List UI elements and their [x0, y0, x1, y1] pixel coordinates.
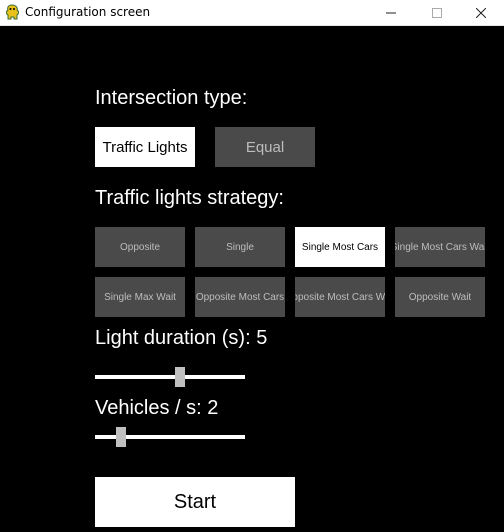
strategy-option-single-max-wait[interactable]: Single Max Wait [95, 277, 185, 317]
intersection-option-equal[interactable]: Equal [215, 127, 315, 167]
slider-track [95, 435, 245, 439]
minimize-button[interactable] [368, 0, 414, 26]
intersection-option-traffic-lights[interactable]: Traffic Lights [95, 127, 195, 167]
strategy-option-opposite-most-cars-wait[interactable]: Opposite Most Cars Wait [295, 277, 385, 317]
strategy-option-single-most-cars[interactable]: Single Most Cars [295, 227, 385, 267]
strategy-option-single-most-cars-wait[interactable]: Single Most Cars Wait [395, 227, 485, 267]
close-button[interactable] [458, 0, 504, 26]
maximize-button[interactable] [414, 0, 460, 26]
close-icon [476, 8, 486, 18]
vehicles-per-second-label: Vehicles / s: 2 [95, 397, 219, 419]
maximize-icon [432, 8, 442, 18]
minimize-icon [386, 12, 396, 14]
intersection-type-label: Intersection type: [95, 87, 248, 109]
vehicles-per-second-slider[interactable] [95, 427, 245, 447]
start-button[interactable]: Start [95, 477, 295, 527]
strategy-option-opposite[interactable]: Opposite [95, 227, 185, 267]
slider-handle[interactable] [116, 427, 126, 447]
slider-handle[interactable] [175, 367, 185, 387]
strategy-option-opposite-wait[interactable]: Opposite Wait [395, 277, 485, 317]
strategy-option-opposite-most-cars[interactable]: Opposite Most Cars [195, 277, 285, 317]
light-duration-label: Light duration (s): 5 [95, 327, 268, 349]
slider-track [95, 375, 245, 379]
strategy-option-single[interactable]: Single [195, 227, 285, 267]
title-bar: Configuration screen [0, 0, 504, 26]
light-duration-slider[interactable] [95, 367, 245, 387]
window-title: Configuration screen [25, 5, 151, 19]
app-icon [6, 4, 19, 20]
strategy-label: Traffic lights strategy: [95, 187, 284, 209]
config-panel: Intersection type: Traffic Lights Equal … [0, 27, 504, 532]
